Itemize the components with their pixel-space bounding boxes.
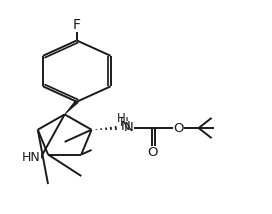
Text: N: N — [121, 120, 131, 134]
Polygon shape — [65, 101, 78, 114]
Text: H: H — [119, 116, 128, 129]
Text: O: O — [147, 146, 157, 159]
Text: HN: HN — [22, 151, 41, 164]
Text: F: F — [73, 18, 81, 32]
Text: N: N — [124, 121, 134, 134]
Text: H: H — [117, 112, 126, 125]
Text: O: O — [173, 122, 184, 135]
